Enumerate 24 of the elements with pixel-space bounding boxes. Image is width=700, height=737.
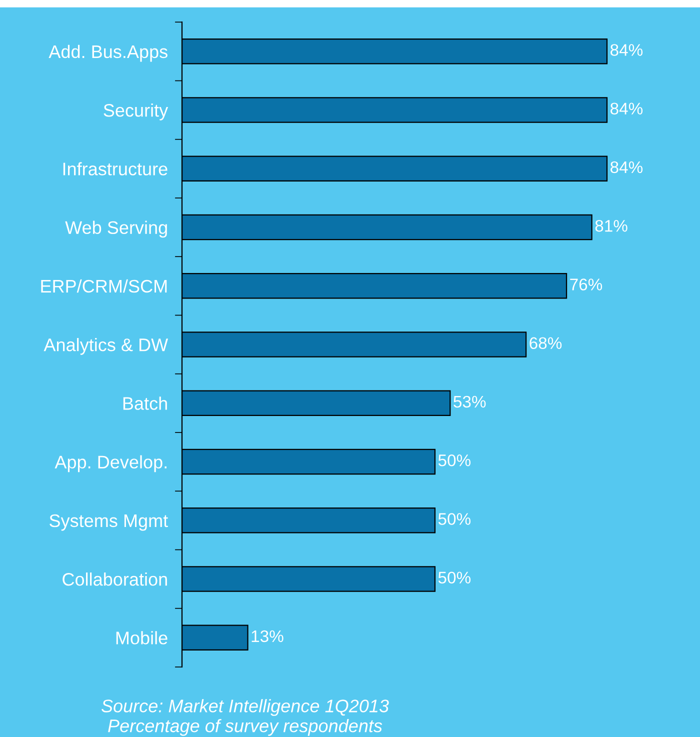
data-label: 84% <box>610 44 643 56</box>
data-label: 76% <box>570 278 602 290</box>
source-note: Source: Market Intelligence 1Q2013 <box>101 699 389 716</box>
text: Percentage of survey respondents <box>108 719 382 736</box>
data-label: 81% <box>595 220 628 232</box>
data-label: 84% <box>610 102 643 115</box>
data-label: 53% <box>454 396 486 408</box>
y-tick-label: Add. Bus.Apps <box>48 44 168 62</box>
data-label: 50% <box>438 454 471 466</box>
y-tick-label: Collaboration <box>62 572 167 586</box>
y-tick-label: Web Serving <box>65 220 167 238</box>
data-label: 50% <box>438 572 471 584</box>
y-tick-label: Systems Mgmt <box>50 514 168 531</box>
data-label: 68% <box>530 337 562 350</box>
y-tick-label: ERP/CRM/SCM <box>41 279 167 293</box>
y-tick-label: Batch <box>123 396 167 410</box>
y-tick-label: Infrastructure <box>63 162 168 176</box>
y-tick-label: Mobile <box>116 631 168 644</box>
y-tick-label: App. Develop. <box>54 455 166 472</box>
data-label: 13% <box>252 630 284 642</box>
data-label: 50% <box>438 513 471 525</box>
y-tick-label: Analytics & DW <box>44 338 168 355</box>
y-tick-label: Security <box>104 104 168 120</box>
data-label: 84% <box>610 161 643 174</box>
